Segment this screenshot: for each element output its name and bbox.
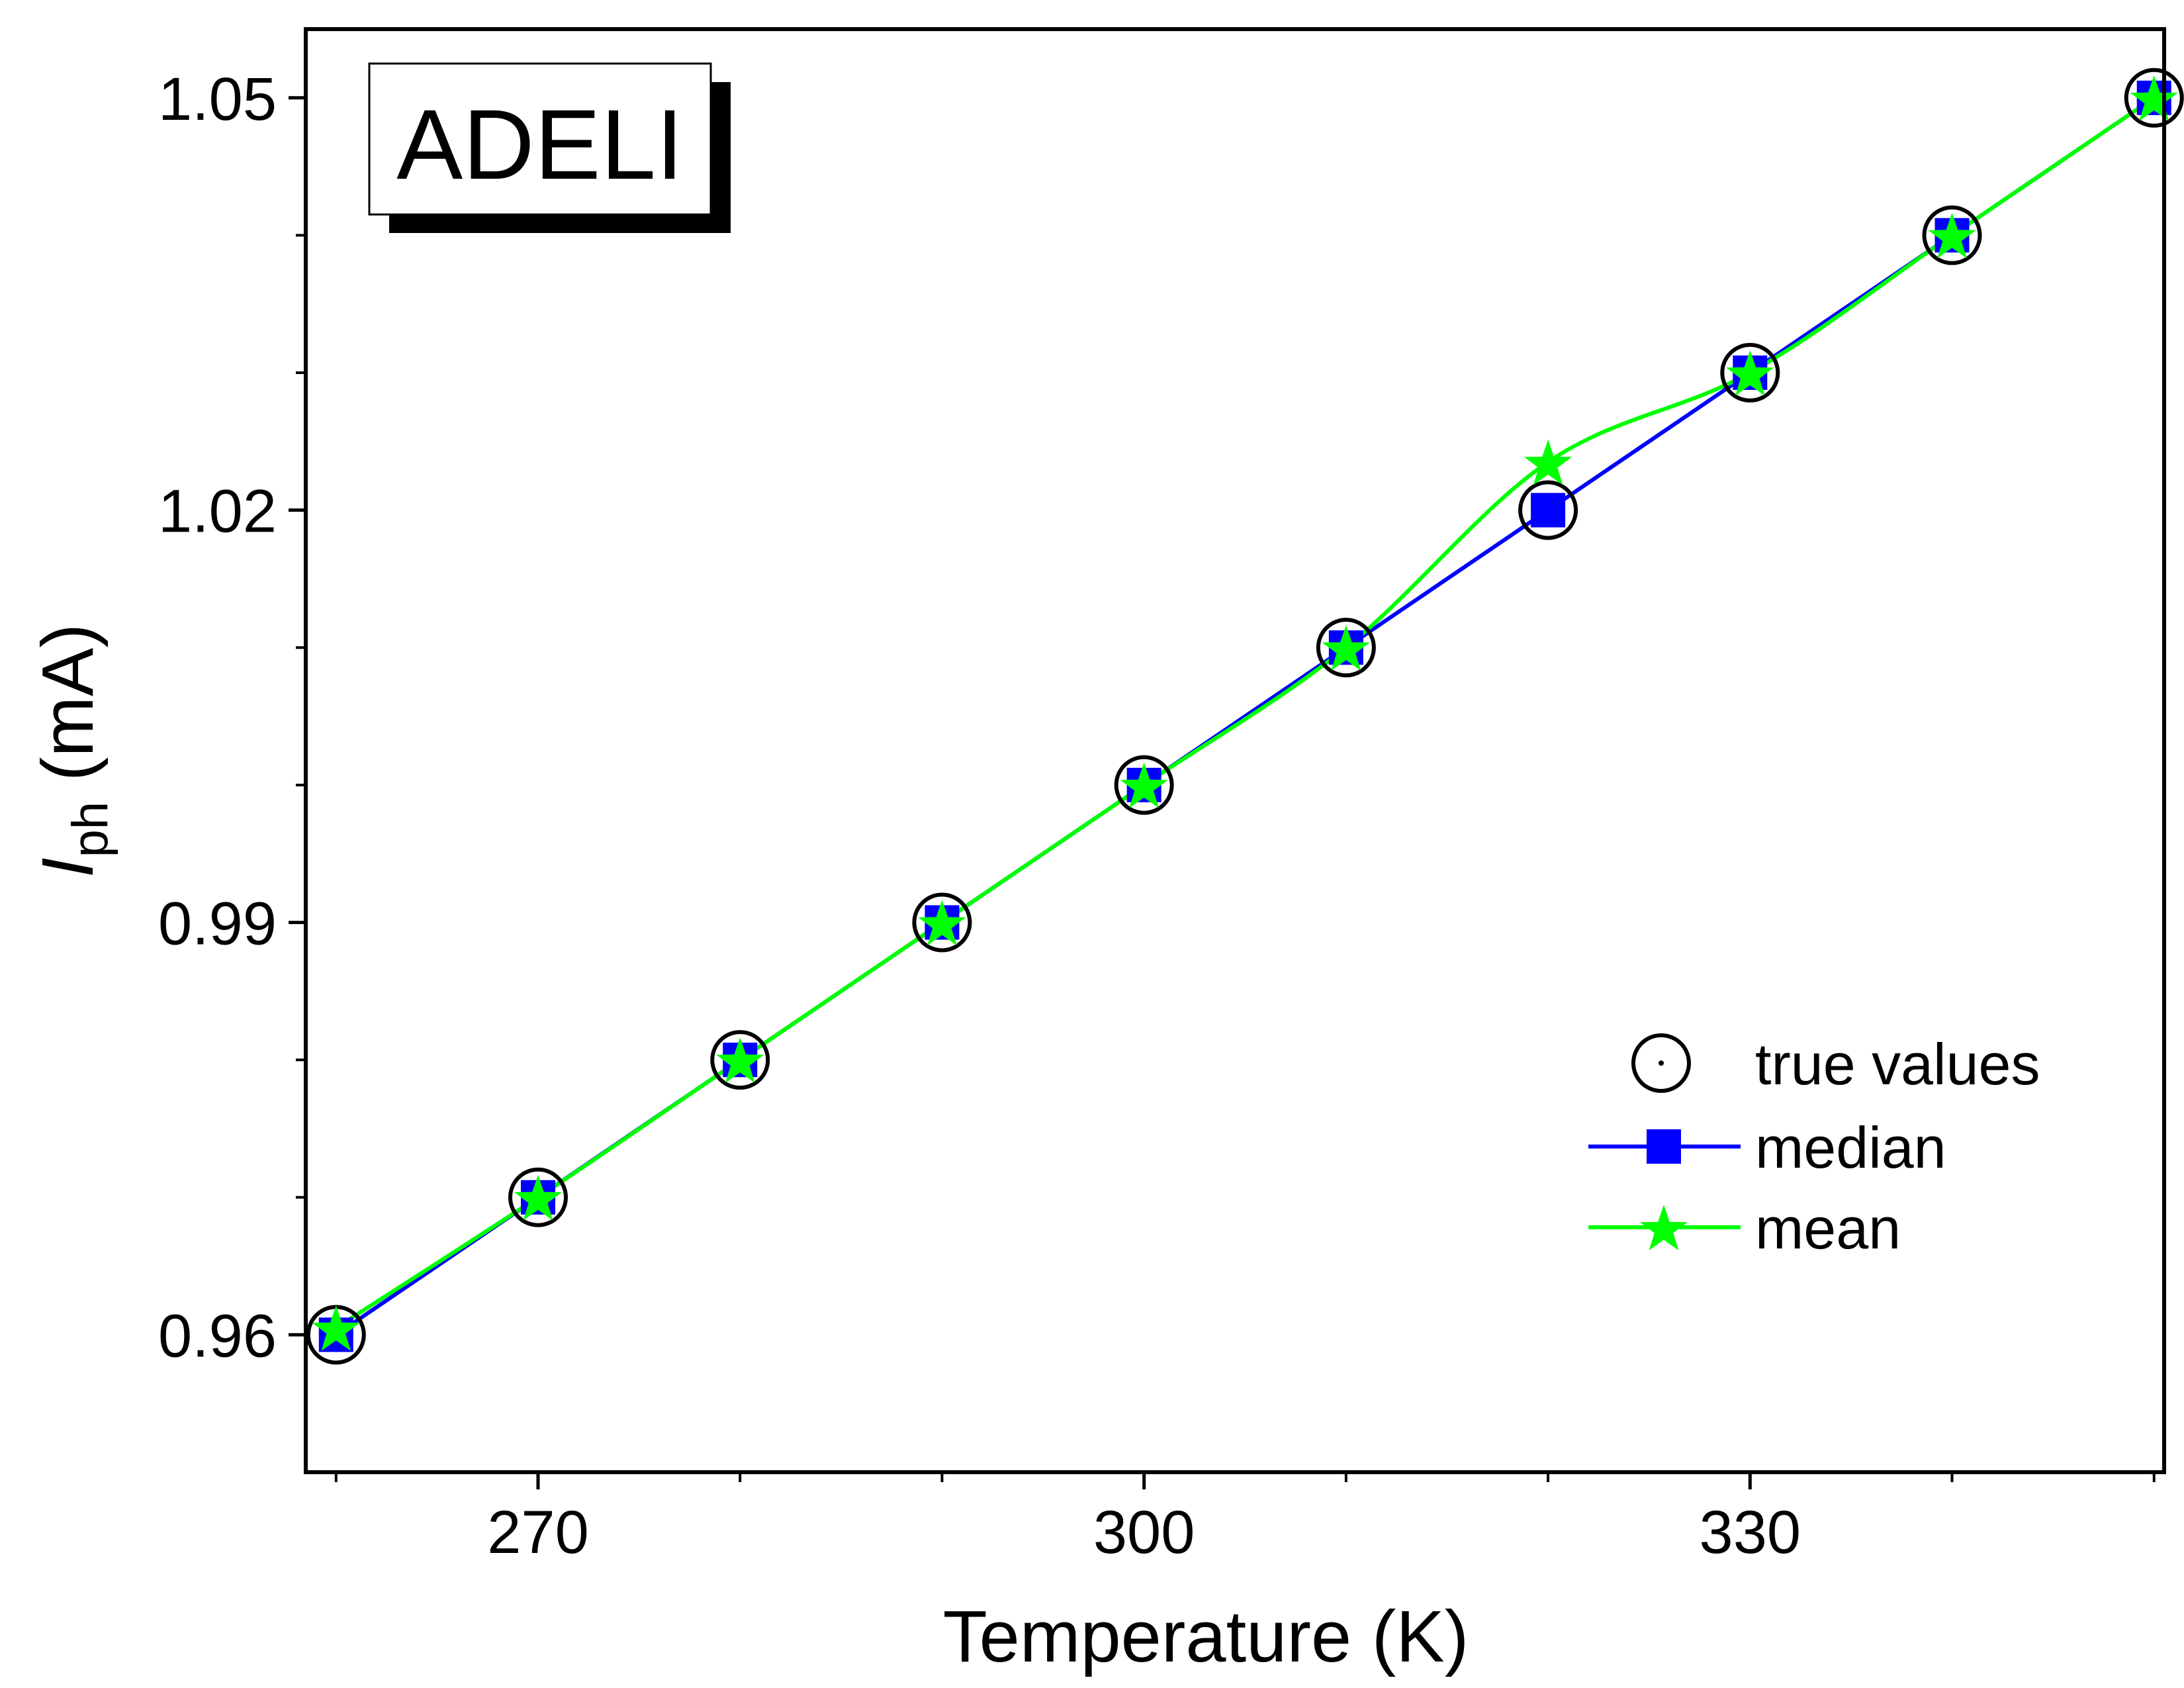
true-value-point — [912, 892, 972, 953]
mean-point — [918, 900, 966, 946]
mean-point — [1524, 440, 1572, 485]
series-layer — [306, 68, 2184, 1365]
legend: true values median mean — [1588, 1031, 2040, 1261]
legend-label-true-values: true values — [1755, 1031, 2040, 1097]
mean-point — [716, 1037, 764, 1083]
true-value-point — [1518, 480, 1578, 540]
badge-box — [368, 62, 712, 216]
y-axis-title-unit: (mA) — [27, 624, 109, 802]
x-axis-title: Temperature (K) — [943, 1596, 1469, 1677]
y-axis-title-main: I — [27, 857, 109, 878]
mean-point — [514, 1174, 563, 1221]
y-axis-title-sub: ph — [62, 802, 118, 858]
true-value-point — [2124, 68, 2184, 128]
y-tick-label: 0.99 — [158, 890, 277, 958]
legend-marker-true-values — [1631, 1033, 1691, 1093]
legend-item-true-values: true values — [1631, 1031, 2040, 1097]
y-tick-label: 1.02 — [158, 478, 277, 545]
legend-marker-mean — [1639, 1205, 1688, 1250]
median-point — [1531, 492, 1566, 528]
legend-marker-true-values-dot — [1659, 1060, 1664, 1066]
x-tick-label: 270 — [487, 1499, 589, 1566]
mean-point — [1726, 350, 1774, 396]
legend-label-mean: mean — [1755, 1196, 1901, 1261]
badge: ADELI — [368, 62, 731, 233]
y-tick-label: 1.05 — [158, 66, 277, 133]
legend-item-mean: mean — [1588, 1196, 1901, 1261]
tick-layer: 270 300 330 0.96 0.99 1.02 1.05 — [158, 66, 2156, 1566]
true-value-point — [1720, 343, 1780, 403]
mean-point — [1120, 762, 1168, 808]
true-value-point — [1114, 755, 1174, 815]
legend-label-median: median — [1755, 1115, 1946, 1180]
legend-marker-median — [1647, 1129, 1681, 1164]
mean-point — [2130, 75, 2178, 121]
true-value-point — [508, 1167, 568, 1227]
x-tick-label: 300 — [1093, 1499, 1195, 1566]
x-tick-label: 330 — [1700, 1499, 1801, 1566]
y-tick-label: 0.96 — [158, 1302, 277, 1370]
plot-frame — [304, 27, 2166, 1474]
true-value-point — [710, 1030, 770, 1090]
true-value-point — [1316, 618, 1376, 678]
mean-point — [312, 1305, 360, 1351]
legend-item-median: median — [1588, 1115, 1946, 1180]
badge-label: ADELI — [396, 89, 684, 200]
mean-point — [1322, 625, 1370, 671]
series-line-mean — [335, 96, 2156, 1330]
true-value-point — [1922, 205, 1982, 265]
mean-point — [1928, 212, 1976, 259]
y-axis-title: Iph (mA) — [27, 624, 118, 878]
